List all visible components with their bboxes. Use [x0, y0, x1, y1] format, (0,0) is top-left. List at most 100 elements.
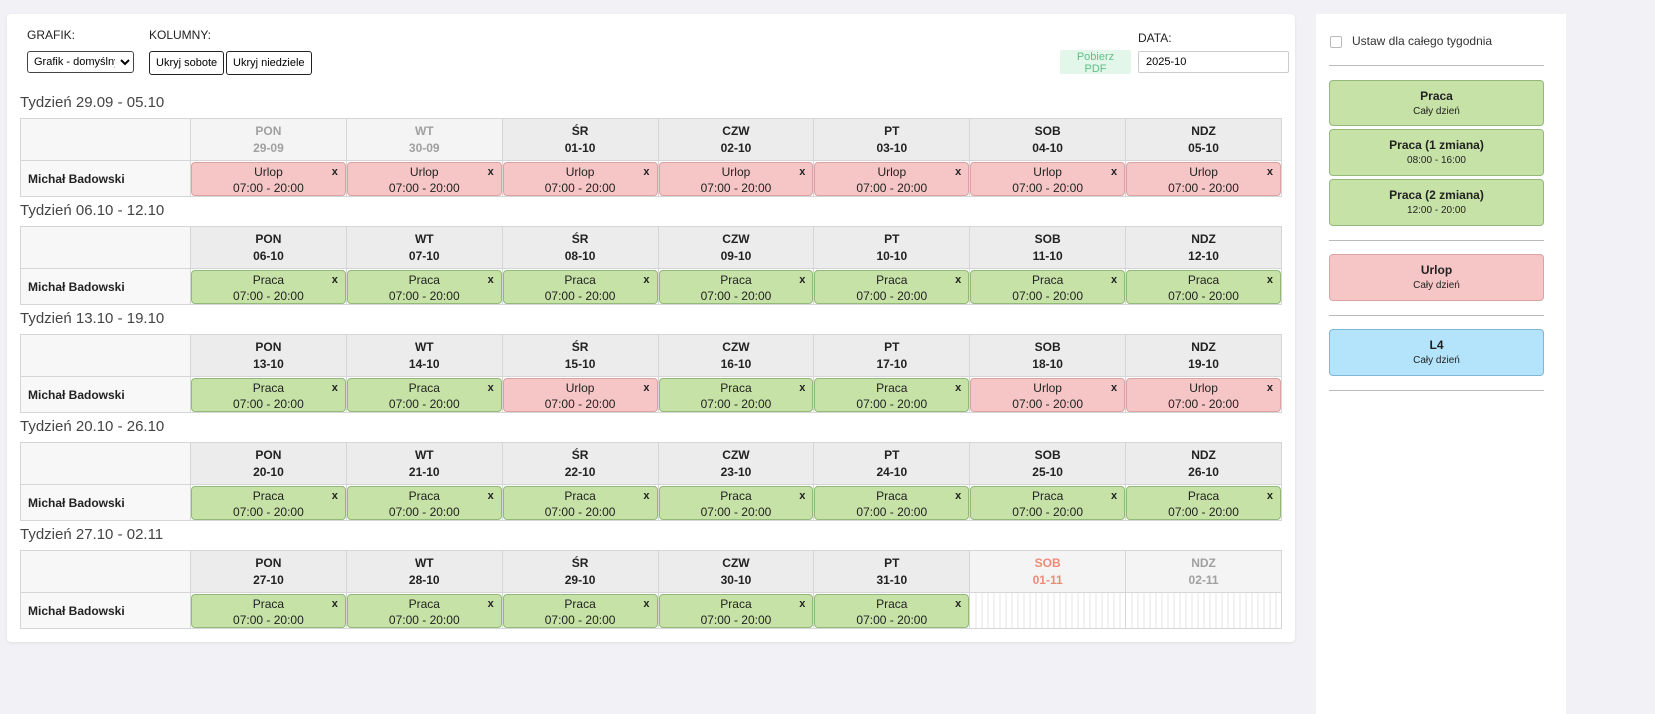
schedule-cell[interactable]: Praca 07:00 - 20:00 x — [657, 592, 815, 629]
shift-block[interactable]: Urlop 07:00 - 20:00 x — [970, 161, 1126, 196]
schedule-cell[interactable]: Praca 07:00 - 20:00 x — [657, 376, 815, 413]
schedule-cell[interactable]: Praca 07:00 - 20:00 x — [1125, 268, 1282, 305]
shift-block[interactable]: Urlop 07:00 - 20:00 x — [658, 161, 814, 196]
shift-block[interactable]: Praca 07:00 - 20:00 x — [970, 485, 1126, 520]
schedule-cell[interactable]: Praca 07:00 - 20:00 x — [501, 484, 659, 521]
schedule-cell[interactable]: Praca 07:00 - 20:00 x — [345, 592, 503, 629]
schedule-cell[interactable]: Praca 07:00 - 20:00 x — [969, 268, 1127, 305]
shift-block[interactable]: Urlop 07:00 - 20:00 x — [502, 161, 658, 196]
schedule-cell[interactable]: Praca 07:00 - 20:00 x — [813, 592, 971, 629]
shift-block[interactable]: Praca 07:00 - 20:00 x — [1126, 269, 1281, 304]
remove-shift-icon[interactable]: x — [487, 165, 494, 178]
whole-week-checkbox[interactable] — [1330, 36, 1342, 48]
schedule-cell[interactable]: Praca 07:00 - 20:00 x — [657, 268, 815, 305]
schedule-cell[interactable]: Praca 07:00 - 20:00 x — [813, 484, 971, 521]
schedule-cell[interactable]: Urlop 07:00 - 20:00 x — [345, 160, 503, 197]
schedule-cell[interactable]: Praca 07:00 - 20:00 x — [190, 484, 347, 521]
remove-shift-icon[interactable]: x — [799, 273, 806, 286]
schedule-cell[interactable]: Praca 07:00 - 20:00 x — [345, 376, 503, 413]
shift-block[interactable]: Praca 07:00 - 20:00 x — [346, 269, 502, 304]
remove-shift-icon[interactable]: x — [799, 489, 806, 502]
remove-shift-icon[interactable]: x — [799, 381, 806, 394]
shift-block[interactable]: Urlop 07:00 - 20:00 x — [970, 377, 1126, 412]
remove-shift-icon[interactable]: x — [955, 597, 962, 610]
shift-block[interactable]: Praca 07:00 - 20:00 x — [814, 269, 970, 304]
schedule-cell[interactable]: Urlop 07:00 - 20:00 x — [969, 160, 1127, 197]
shift-block[interactable]: Praca 07:00 - 20:00 x — [814, 593, 970, 628]
shift-block[interactable]: Praca 07:00 - 20:00 x — [658, 593, 814, 628]
remove-shift-icon[interactable]: x — [643, 381, 650, 394]
remove-shift-icon[interactable]: x — [643, 273, 650, 286]
schedule-cell[interactable]: Urlop 07:00 - 20:00 x — [1125, 376, 1282, 413]
shift-block[interactable]: Praca 07:00 - 20:00 x — [658, 485, 814, 520]
remove-shift-icon[interactable]: x — [1110, 165, 1118, 178]
empty-cell[interactable] — [1125, 592, 1282, 629]
shift-block[interactable]: Praca 07:00 - 20:00 x — [502, 269, 658, 304]
remove-shift-icon[interactable]: x — [487, 381, 494, 394]
remove-shift-icon[interactable]: x — [331, 273, 338, 286]
shift-block[interactable]: Praca 07:00 - 20:00 x — [191, 377, 346, 412]
shift-block[interactable]: Praca 07:00 - 20:00 x — [1126, 485, 1281, 520]
schedule-cell[interactable]: Urlop 07:00 - 20:00 x — [501, 160, 659, 197]
schedule-cell[interactable]: Praca 07:00 - 20:00 x — [190, 376, 347, 413]
remove-shift-icon[interactable]: x — [1266, 381, 1273, 394]
remove-shift-icon[interactable]: x — [1266, 273, 1273, 286]
download-pdf-button[interactable]: Pobierz PDF — [1060, 50, 1131, 75]
remove-shift-icon[interactable]: x — [1110, 381, 1118, 394]
remove-shift-icon[interactable]: x — [799, 597, 806, 610]
shift-block[interactable]: Urlop 07:00 - 20:00 x — [1126, 377, 1281, 412]
remove-shift-icon[interactable]: x — [331, 165, 338, 178]
shift-block[interactable]: Praca 07:00 - 20:00 x — [346, 485, 502, 520]
remove-shift-icon[interactable]: x — [1110, 489, 1118, 502]
shift-block[interactable]: Praca 07:00 - 20:00 x — [191, 593, 346, 628]
remove-shift-icon[interactable]: x — [1266, 165, 1273, 178]
remove-shift-icon[interactable]: x — [331, 381, 338, 394]
schedule-cell[interactable]: Praca 07:00 - 20:00 x — [190, 268, 347, 305]
hide-sunday-button[interactable]: Ukryj niedziele — [226, 51, 312, 75]
schedule-cell[interactable]: Praca 07:00 - 20:00 x — [813, 376, 971, 413]
schedule-cell[interactable]: Urlop 07:00 - 20:00 x — [501, 376, 659, 413]
hide-saturday-button[interactable]: Ukryj sobote — [149, 51, 225, 75]
remove-shift-icon[interactable]: x — [1266, 489, 1273, 502]
remove-shift-icon[interactable]: x — [643, 489, 650, 502]
schedule-cell[interactable]: Urlop 07:00 - 20:00 x — [657, 160, 815, 197]
schedule-cell[interactable]: Praca 07:00 - 20:00 x — [501, 592, 659, 629]
schedule-cell[interactable]: Urlop 07:00 - 20:00 x — [1125, 160, 1282, 197]
schedule-cell[interactable]: Praca 07:00 - 20:00 x — [969, 484, 1127, 521]
schedule-cell[interactable]: Praca 07:00 - 20:00 x — [1125, 484, 1282, 521]
template-praca-1-zmiana[interactable]: Praca (1 zmiana) 08:00 - 16:00 — [1329, 129, 1544, 176]
shift-block[interactable]: Praca 07:00 - 20:00 x — [814, 485, 970, 520]
shift-block[interactable]: Urlop 07:00 - 20:00 x — [1126, 161, 1281, 196]
remove-shift-icon[interactable]: x — [487, 273, 494, 286]
schedule-cell[interactable]: Praca 07:00 - 20:00 x — [657, 484, 815, 521]
grafik-select[interactable]: Grafik - domyślny — [27, 51, 134, 73]
schedule-cell[interactable]: Praca 07:00 - 20:00 x — [345, 268, 503, 305]
shift-block[interactable]: Praca 07:00 - 20:00 x — [191, 485, 346, 520]
schedule-cell[interactable]: Urlop 07:00 - 20:00 x — [969, 376, 1127, 413]
schedule-cell[interactable]: Praca 07:00 - 20:00 x — [345, 484, 503, 521]
shift-block[interactable]: Urlop 07:00 - 20:00 x — [191, 161, 346, 196]
shift-block[interactable]: Praca 07:00 - 20:00 x — [970, 269, 1126, 304]
template-praca-2-zmiana[interactable]: Praca (2 zmiana) 12:00 - 20:00 — [1329, 179, 1544, 226]
template-praca[interactable]: Praca Cały dzień — [1329, 80, 1544, 126]
remove-shift-icon[interactable]: x — [1110, 273, 1118, 286]
shift-block[interactable]: Praca 07:00 - 20:00 x — [346, 377, 502, 412]
schedule-cell[interactable]: Urlop 07:00 - 20:00 x — [813, 160, 971, 197]
remove-shift-icon[interactable]: x — [955, 489, 962, 502]
template-l4[interactable]: L4 Cały dzień — [1329, 329, 1544, 376]
remove-shift-icon[interactable]: x — [955, 273, 962, 286]
remove-shift-icon[interactable]: x — [487, 597, 494, 610]
shift-block[interactable]: Praca 07:00 - 20:00 x — [191, 269, 346, 304]
shift-block[interactable]: Urlop 07:00 - 20:00 x — [814, 161, 970, 196]
shift-block[interactable]: Praca 07:00 - 20:00 x — [346, 593, 502, 628]
remove-shift-icon[interactable]: x — [799, 165, 806, 178]
shift-block[interactable]: Urlop 07:00 - 20:00 x — [346, 161, 502, 196]
schedule-cell[interactable]: Praca 07:00 - 20:00 x — [190, 592, 347, 629]
empty-cell[interactable] — [969, 592, 1127, 629]
shift-block[interactable]: Praca 07:00 - 20:00 x — [658, 269, 814, 304]
remove-shift-icon[interactable]: x — [955, 381, 962, 394]
shift-block[interactable]: Praca 07:00 - 20:00 x — [658, 377, 814, 412]
schedule-cell[interactable]: Praca 07:00 - 20:00 x — [813, 268, 971, 305]
shift-block[interactable]: Praca 07:00 - 20:00 x — [502, 593, 658, 628]
remove-shift-icon[interactable]: x — [643, 597, 650, 610]
